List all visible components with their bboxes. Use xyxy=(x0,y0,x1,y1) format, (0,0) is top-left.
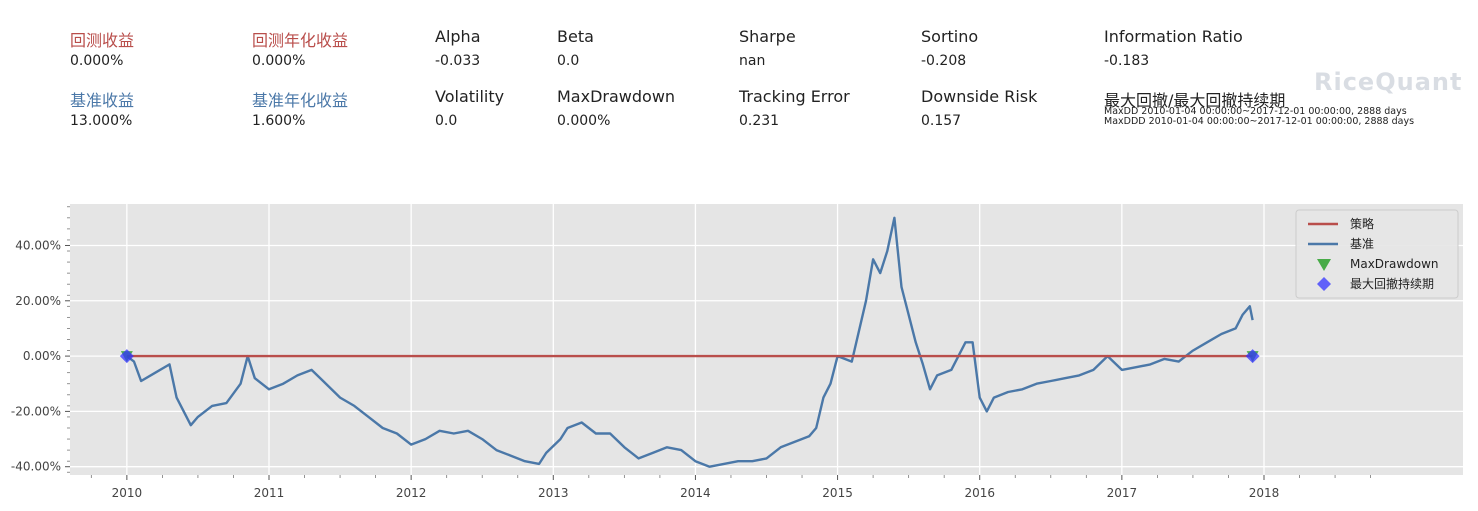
x-tick-label: 2016 xyxy=(964,486,995,500)
legend-label: 策略 xyxy=(1350,216,1374,231)
metric-label: Alpha xyxy=(435,27,481,46)
metric-value: 0.000% xyxy=(557,113,611,129)
x-tick-label: 2011 xyxy=(254,486,285,500)
metric-value: 13.000% xyxy=(70,113,133,129)
y-tick-label: -20.00% xyxy=(11,404,61,418)
x-tick-label: 2010 xyxy=(112,486,143,500)
series-line-benchmark xyxy=(126,216,1254,468)
metric-value: 0.000% xyxy=(70,53,124,69)
x-tick-label: 2015 xyxy=(822,486,853,500)
y-tick-label: 20.00% xyxy=(15,294,61,308)
metric-label: 基准年化收益 xyxy=(252,91,349,110)
legend-box xyxy=(1295,209,1459,299)
metric-label: Volatility xyxy=(435,87,505,106)
metric-value: 0.157 xyxy=(921,113,962,129)
x-tick-label: 2017 xyxy=(1107,486,1138,500)
returns-chart: 2010 2011 2012 2013 2014 2015 2016 2017 2018 -40.… xyxy=(11,204,1463,500)
metric-value: 0.0 xyxy=(557,53,580,69)
x-tick-label: 2018 xyxy=(1249,486,1280,500)
drawdown-info: MaxDD 2010-01-04 00:00:00~2017-12-01 00:… xyxy=(1104,107,1414,127)
metric-value: -0.033 xyxy=(435,53,481,69)
metric-label: Sharpe xyxy=(739,27,796,46)
metric-label: Tracking Error xyxy=(739,87,850,106)
metric-value: 0.000% xyxy=(252,53,306,69)
metric-label: Information Ratio xyxy=(1104,27,1243,46)
maxdd-text: MaxDD 2010-01-04 00:00:00~2017-12-01 00:… xyxy=(1104,106,1407,117)
metric-label: Downside Risk xyxy=(921,87,1038,106)
metric-value: nan xyxy=(739,53,766,69)
metric-value: 1.600% xyxy=(252,113,306,129)
x-tick-label: 2012 xyxy=(396,486,427,500)
metric-label: 回测年化收益 xyxy=(252,31,349,50)
x-tick-label: 2013 xyxy=(538,486,569,500)
legend-label: 基准 xyxy=(1350,237,1374,251)
x-tick-label: 2014 xyxy=(680,486,711,500)
y-tick-label: 0.00% xyxy=(23,349,61,363)
maxdrawdown-duration-marker xyxy=(1245,349,1260,364)
metric-label: 回测收益 xyxy=(70,31,135,50)
metric-value: 0.0 xyxy=(435,113,458,129)
metric-value: -0.183 xyxy=(1104,53,1150,69)
legend-label: MaxDrawdown xyxy=(1350,257,1439,271)
y-tick-label: 40.00% xyxy=(15,238,61,252)
metric-label: Sortino xyxy=(921,27,979,46)
metric-label: MaxDrawdown xyxy=(557,87,676,106)
metric-label: 最大回撤/最大回撤持续期 xyxy=(1104,91,1286,110)
metric-label: 基准收益 xyxy=(70,91,135,110)
maxdrawdown-duration-marker xyxy=(119,349,134,364)
series-layer xyxy=(119,216,1260,468)
metric-label: Beta xyxy=(557,27,594,46)
maxddd-text: MaxDDD 2010-01-04 00:00:00~2017-12-01 00… xyxy=(1104,116,1415,127)
metric-value: 0.231 xyxy=(739,113,780,129)
plot-background xyxy=(70,204,1463,475)
metric-value: -0.208 xyxy=(921,53,967,69)
legend-label: 最大回撤持续期 xyxy=(1350,276,1434,291)
legend-swatch xyxy=(1317,277,1331,291)
y-tick-label: -40.00% xyxy=(11,460,61,474)
legend-swatch xyxy=(1317,259,1331,271)
axes: 2010 2011 2012 2013 2014 2015 2016 2017 2018 -40.… xyxy=(11,206,1372,500)
ricequant-watermark: RiceQuant xyxy=(1314,68,1463,96)
